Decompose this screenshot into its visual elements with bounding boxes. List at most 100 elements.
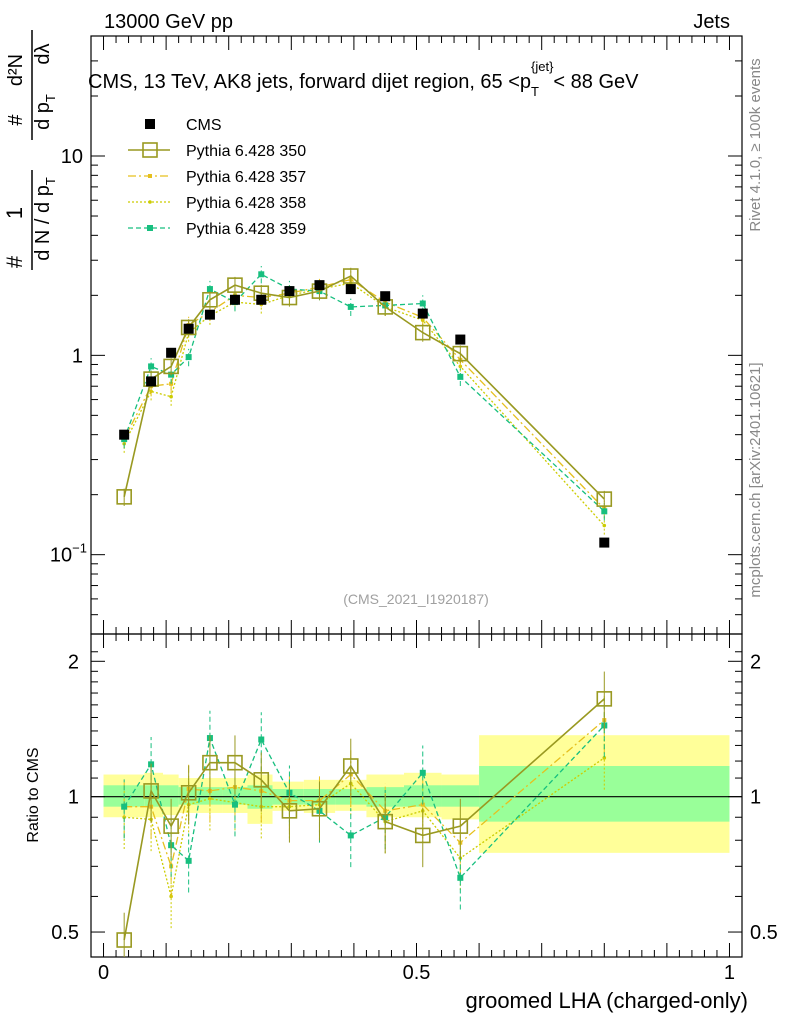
ylabel-d2n: d²N [5,54,27,86]
legend-marker-cms [145,119,155,129]
band-inner [162,785,179,807]
main-ylabel: # 1 d N / d pT # d²N d pT dλ [2,30,58,270]
ylabel-dn-dpt: d N / d pT [32,177,58,261]
ratio-axis-ticks: 0.5 0.5 1 1 2 2 0 0.5 1 [51,633,778,984]
ylabel-dn: d N / d p [32,185,54,261]
ratio-y-tick-label: 0.5 [51,922,79,944]
ratio-point-p350 [163,818,179,834]
legend-label-p357: Pythia 6.428 357 [186,169,306,186]
point-p359 [206,286,213,293]
ratio-point-p359 [347,832,354,839]
ylabel-dpt: d pT [32,94,58,130]
ratio-point-p359 [185,857,192,864]
title-sub: T [531,84,539,99]
ratio-ylabel: Ratio to CMS [25,747,42,842]
ratio-point-p350 [596,691,613,707]
legend-label-p359: Pythia 6.428 359 [186,221,306,238]
point-p350 [227,277,243,293]
point-p359 [457,373,464,380]
y-tick-base: 10 [50,545,72,567]
point-cms [256,294,267,305]
ylabel-dlambda: dλ [32,43,54,64]
point-cms [314,280,325,291]
ylabel-dp-sub: T [43,94,58,102]
series-line-p357 [123,278,605,510]
header-right: Jets [693,11,730,33]
y-tick-label: 10 [61,146,83,168]
series-line-p359 [123,273,605,512]
point-cms [284,286,295,297]
x-tick-label: 0 [98,962,109,984]
ratio-point-p350 [281,803,298,819]
ylabel-hash: # [2,255,27,268]
point-p359 [419,300,426,307]
point-p359 [148,363,155,370]
legend-marker-p350 [142,142,158,158]
point-cms [455,334,466,345]
point-cms [599,537,610,548]
point-p350 [596,491,613,507]
ratio-y-tick-label: 2 [68,651,79,673]
point-p350 [202,291,218,308]
ylabel-dp: d p [32,102,54,130]
point-cms [119,429,130,440]
y-tick-base: 10 [61,146,83,168]
legend-marker-p359 [147,225,153,231]
ratio-y-tick-label-right: 2 [750,651,761,673]
ratio-point-p350 [143,783,159,799]
ratio-point-p350 [377,813,394,830]
legend-label-p350: Pythia 6.428 350 [186,143,306,160]
ratio-point-p350 [227,754,243,771]
ratio-point-p358 [602,756,607,760]
ratio-series-layer [116,671,613,957]
x-tick-label: 0.5 [403,962,431,984]
y-tick-label: 1 [72,345,83,367]
ratio-line-p358 [124,757,605,897]
header-left: 13000 GeV pp [104,11,233,33]
ratio-point-p350 [311,800,328,817]
legend-marker-p357 [148,174,152,178]
point-p350 [414,324,431,341]
point-cms [229,294,240,305]
chart-title: CMS, 13 TeV, AK8 jets, forward dijet reg… [88,59,639,99]
band-inner [479,766,730,822]
point-cms [417,308,428,319]
ratio-point-p359 [121,803,128,810]
ratio-point-p350 [116,932,132,948]
point-cms [345,284,356,295]
ratio-point-p350 [180,784,197,801]
ratio-y-tick-label-right: 0.5 [750,922,778,944]
side-rivet-label: Rivet 4.1.0, ≥ 100k events [747,58,764,231]
ratio-point-p359 [457,874,464,881]
title-sup: {jet} [531,59,554,74]
ylabel-one: 1 [2,207,27,219]
point-p359 [347,303,354,310]
y-tick-exp: −1 [72,541,87,556]
ratio-point-p357 [420,802,425,807]
point-cms [204,309,215,320]
side-mcplots-label: mcplots.cern.ch [arXiv:2401.10621] [747,362,764,597]
legend-marker-p358 [148,200,152,204]
series-line-p350 [123,275,605,500]
main-series-layer [116,266,613,548]
ratio-point-p350 [414,827,431,844]
point-p350 [342,268,359,284]
ratio-y-tick-label: 1 [68,787,79,809]
legend-label-p358: Pythia 6.428 358 [186,195,306,212]
xlabel: groomed LHA (charged-only) [466,988,748,1013]
y-tick-base: 1 [72,345,83,367]
ratio-y-tick-label-right: 1 [750,787,761,809]
title-suffix: < 88 GeV [553,71,639,93]
point-p350 [163,358,179,375]
point-cms [380,291,391,302]
point-cms [166,347,177,358]
ylabel-dn-sub: T [43,177,58,185]
series-line-p358 [123,282,605,526]
x-tick-label: 1 [724,962,735,984]
watermark: (CMS_2021_I1920187) [343,591,489,607]
point-p350 [452,345,469,362]
y-tick-label: 10−1 [50,541,87,567]
